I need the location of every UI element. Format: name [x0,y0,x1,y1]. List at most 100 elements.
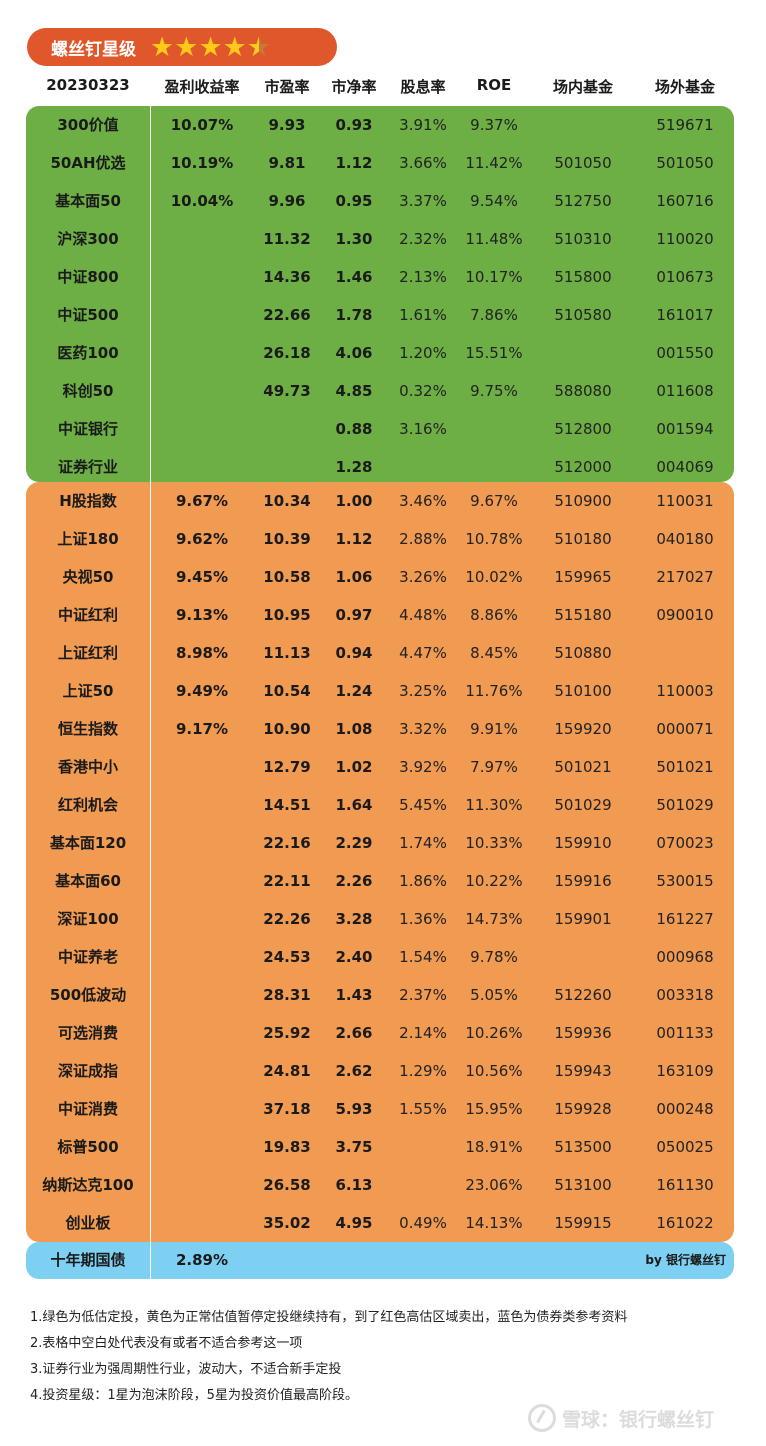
cell-index-name: 创业板 [65,1214,111,1232]
table-row: 500低波动 28.31 1.43 2.37% 5.05% 512260 003318 [0,976,766,1014]
cell-index-name: 中证800 [57,268,119,286]
cell-pe: 14.51 [263,796,311,814]
cell-index-name: 红利机会 [57,796,118,814]
cell-roe: 10.17% [465,268,523,286]
cell-pe: 9.81 [268,154,306,172]
cell-pb: 3.28 [335,910,373,928]
cell-pe: 49.73 [263,382,311,400]
cell-exchange-fund: 513500 [554,1138,612,1156]
cell-pe: 19.83 [263,1138,311,1156]
cell-pb: 1.64 [335,796,373,814]
cell-otc-fund [636,634,734,672]
cell-otc-fund: 501050 [656,154,714,172]
table-row: 50AH优选 10.19% 9.81 1.12 3.66% 11.42% 501050 501… [0,144,766,182]
cell-index-name: 深证100 [57,910,119,928]
cell-roe: 10.02% [465,568,523,586]
cell-pb: 3.75 [335,1138,373,1156]
cell-otc-fund: 003318 [656,986,714,1004]
bond-yield: 2.89% [175,1251,229,1269]
cell-earnings-yield [150,862,254,900]
cell-pe: 25.92 [263,1024,311,1042]
cell-earnings-yield [150,258,254,296]
cell-roe: 9.37% [470,116,518,134]
cell-dividend: 0.32% [399,382,447,400]
cell-index-name: 300价值 [57,116,119,134]
table-row: 恒生指数 9.17% 10.90 1.08 3.32% 9.91% 159920 000071 [0,710,766,748]
table-row: 证券行业 1.28 512000 004069 [0,448,766,486]
cell-pe: 9.96 [268,192,306,210]
cell-dividend: 1.86% [399,872,447,890]
cell-roe [458,410,530,448]
cell-dividend: 2.32% [399,230,447,248]
cell-otc-fund: 000968 [656,948,714,966]
cell-exchange-fund: 501050 [554,154,612,172]
cell-pb: 2.26 [335,872,373,890]
cell-exchange-fund: 510880 [554,644,612,662]
cell-dividend: 1.55% [399,1100,447,1118]
cell-earnings-yield: 9.17% [175,720,229,738]
header-dividend: 股息率 [400,78,446,96]
cell-roe: 14.13% [465,1214,523,1232]
cell-pe: 9.93 [268,116,306,134]
table-row: 创业板 35.02 4.95 0.49% 14.13% 159915 161022 [0,1204,766,1242]
cell-dividend: 1.74% [399,834,447,852]
cell-pe: 26.18 [263,344,311,362]
cell-index-name: 标普500 [57,1138,119,1156]
table-row: 基本面60 22.11 2.26 1.86% 10.22% 159916 530015 [0,862,766,900]
table-row: 基本面120 22.16 2.29 1.74% 10.33% 159910 070023 [0,824,766,862]
header-roe: ROE [476,76,512,94]
cell-index-name: 纳斯达克100 [42,1176,134,1194]
cell-earnings-yield: 8.98% [175,644,229,662]
bond-section [26,1242,734,1279]
cell-dividend: 3.37% [399,192,447,210]
cell-pb: 1.02 [335,758,373,776]
cell-roe: 7.97% [470,758,518,776]
cell-otc-fund: 000071 [656,720,714,738]
undervalued-section [26,106,734,482]
cell-index-name: 基本面50 [55,192,121,210]
cell-exchange-fund: 588080 [554,382,612,400]
cell-pb: 2.29 [335,834,373,852]
cell-dividend: 2.88% [399,530,447,548]
cell-roe: 10.26% [465,1024,523,1042]
normal-valuation-section [26,482,734,1242]
cell-earnings-yield [150,976,254,1014]
cell-earnings-yield [150,824,254,862]
table-row: 300价值 10.07% 9.93 0.93 3.91% 9.37% 519671 [0,106,766,144]
table-row: 中证银行 0.88 3.16% 512800 001594 [0,410,766,448]
cell-otc-fund: 010673 [656,268,714,286]
cell-pe: 22.66 [263,306,311,324]
table-row: 中证500 22.66 1.78 1.61% 7.86% 510580 161017 [0,296,766,334]
cell-pb: 1.00 [335,492,373,510]
cell-dividend: 3.66% [399,154,447,172]
cell-pb: 0.97 [335,606,373,624]
cell-pe: 11.13 [263,644,311,662]
cell-roe: 11.30% [465,796,523,814]
cell-roe: 9.75% [470,382,518,400]
cell-pe: 28.31 [263,986,311,1004]
cell-otc-fund: 161130 [656,1176,714,1194]
cell-roe: 15.95% [465,1100,523,1118]
cell-dividend: 4.48% [399,606,447,624]
cell-earnings-yield [150,786,254,824]
cell-dividend [388,1128,458,1166]
table-row: 沪深300 11.32 1.30 2.32% 11.48% 510310 110020 [0,220,766,258]
cell-exchange-fund: 159936 [554,1024,612,1042]
cell-otc-fund: 050025 [656,1138,714,1156]
cell-dividend: 1.29% [399,1062,447,1080]
header-earnings-yield: 盈利收益率 [164,78,240,96]
cell-dividend: 2.14% [399,1024,447,1042]
star-icon: ★ [150,31,175,63]
table-row: 中证800 14.36 1.46 2.13% 10.17% 515800 010673 [0,258,766,296]
cell-otc-fund: 161022 [656,1214,714,1232]
cell-otc-fund: 040180 [656,530,714,548]
cell-dividend: 5.45% [399,796,447,814]
cell-index-name: 上证50 [62,682,114,700]
cell-exchange-fund: 159910 [554,834,612,852]
cell-otc-fund: 519671 [656,116,714,134]
cell-exchange-fund: 159901 [554,910,612,928]
cell-otc-fund: 110003 [656,682,714,700]
cell-pe: 26.58 [263,1176,311,1194]
cell-pe [254,410,320,448]
cell-index-name: 可选消费 [57,1024,118,1042]
